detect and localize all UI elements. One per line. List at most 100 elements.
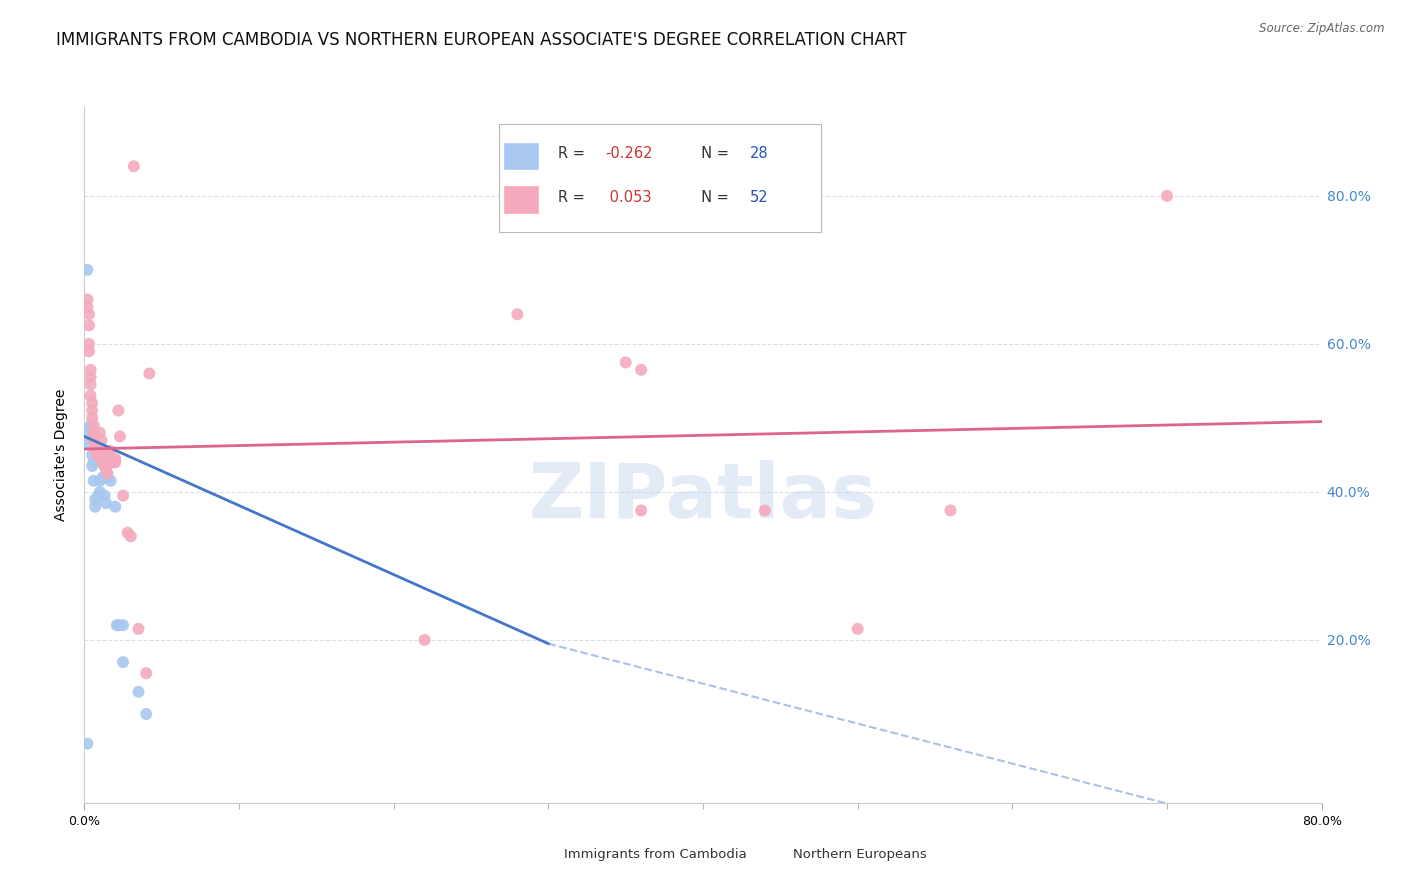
FancyBboxPatch shape (499, 124, 821, 232)
Point (76, 293, 98, 307)
Point (82, 411, 104, 425)
Point (105, 618, 128, 632)
Point (76, 737, 98, 751)
Point (79, 377, 101, 392)
Point (91, 470, 114, 484)
Text: ZIPatlas: ZIPatlas (529, 459, 877, 533)
Point (83, 433, 105, 447)
Point (112, 655, 135, 669)
Point (128, 622, 150, 636)
Point (86, 448, 108, 462)
Point (939, 503, 962, 517)
Point (93, 489, 115, 503)
Text: -0.262: -0.262 (605, 146, 652, 161)
Point (91, 455, 114, 469)
Point (79, 363, 101, 377)
Text: R =: R = (558, 190, 589, 205)
Point (89, 444, 111, 458)
Point (630, 363, 652, 377)
Point (112, 618, 135, 632)
Point (104, 451, 127, 466)
Point (94, 463, 117, 477)
Text: 52: 52 (749, 190, 769, 205)
Point (413, 632, 436, 647)
Point (84, 492, 107, 507)
Text: 28: 28 (749, 146, 769, 161)
Point (97, 467, 120, 481)
Point (100, 474, 122, 488)
Point (107, 403, 129, 417)
Point (90, 455, 112, 469)
Point (82, 403, 104, 417)
Point (83, 455, 105, 469)
Point (846, 622, 869, 636)
Point (83, 418, 105, 433)
Point (104, 455, 127, 469)
Point (89, 484, 111, 499)
Point (89, 474, 111, 488)
Point (107, 618, 129, 632)
Point (138, 367, 160, 381)
Point (120, 529, 142, 543)
Text: IMMIGRANTS FROM CAMBODIA VS NORTHERN EUROPEAN ASSOCIATE'S DEGREE CORRELATION CHA: IMMIGRANTS FROM CAMBODIA VS NORTHERN EUR… (56, 31, 907, 49)
Point (79, 418, 101, 433)
Text: 0.053: 0.053 (605, 190, 652, 205)
Point (103, 455, 125, 469)
Point (82, 448, 104, 462)
Text: Immigrants from Cambodia: Immigrants from Cambodia (564, 848, 747, 862)
Point (128, 685, 150, 699)
Point (506, 307, 529, 321)
Point (90, 451, 112, 466)
Point (1156, 189, 1178, 203)
Point (89, 425, 111, 440)
Y-axis label: Associate's Degree: Associate's Degree (55, 389, 69, 521)
Text: R =: R = (558, 146, 589, 161)
Point (122, 159, 145, 173)
Point (79, 370, 101, 384)
Point (82, 396, 104, 410)
Point (77, 337, 100, 351)
Point (100, 444, 122, 458)
Point (76, 300, 98, 314)
Point (108, 429, 131, 443)
Point (77, 318, 100, 333)
Point (87, 489, 110, 503)
Point (98, 444, 121, 458)
Point (754, 503, 776, 517)
Point (77, 307, 100, 321)
FancyBboxPatch shape (503, 186, 538, 213)
Text: N =: N = (692, 146, 734, 161)
Text: Source: ZipAtlas.com: Source: ZipAtlas.com (1260, 22, 1385, 36)
Point (84, 441, 107, 455)
Point (135, 666, 157, 681)
Point (94, 496, 117, 510)
Point (135, 706, 157, 721)
Point (77, 437, 100, 451)
Point (76, 263, 98, 277)
FancyBboxPatch shape (523, 846, 554, 871)
FancyBboxPatch shape (752, 846, 783, 871)
Text: Northern Europeans: Northern Europeans (793, 848, 927, 862)
Point (630, 503, 652, 517)
Point (82, 458, 104, 473)
Point (83, 474, 105, 488)
Point (77, 344, 100, 359)
Point (98, 455, 121, 469)
Point (97, 470, 120, 484)
Point (117, 525, 139, 540)
Point (84, 500, 107, 514)
Point (101, 455, 124, 469)
Point (84, 437, 107, 451)
Point (112, 489, 135, 503)
Point (90, 433, 112, 447)
FancyBboxPatch shape (503, 143, 538, 169)
Text: N =: N = (692, 190, 734, 205)
Point (614, 355, 637, 369)
Point (104, 500, 127, 514)
Point (79, 389, 101, 403)
Point (86, 444, 108, 458)
Point (93, 458, 115, 473)
Point (79, 429, 101, 443)
Point (77, 422, 100, 436)
Point (83, 425, 105, 440)
